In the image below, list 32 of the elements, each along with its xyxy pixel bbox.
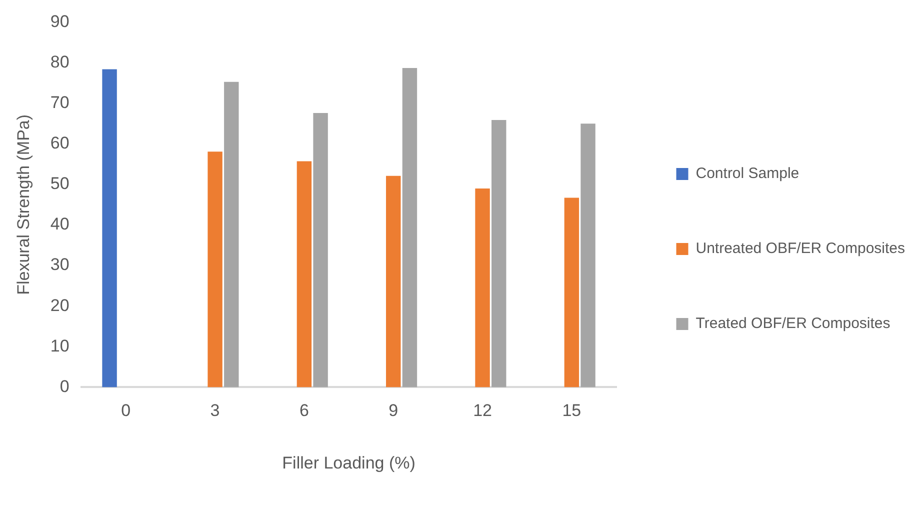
legend-label: Treated OBF/ER Composites — [696, 315, 890, 332]
bar — [296, 161, 312, 388]
bar — [102, 69, 117, 388]
bar — [402, 68, 418, 388]
x-tick-label: 9 — [388, 401, 398, 420]
bar — [224, 82, 239, 388]
y-tick-label: 60 — [50, 134, 70, 153]
bar — [313, 113, 328, 388]
bar — [564, 198, 580, 388]
y-tick-label: 50 — [50, 174, 70, 194]
y-tick-label: 70 — [50, 93, 70, 112]
legend-label: Untreated OBF/ER Composites — [696, 240, 906, 258]
x-tick-label: 12 — [473, 401, 492, 420]
x-axis-title: Filler Loading (%) — [282, 453, 416, 472]
x-tick-label: 3 — [210, 401, 220, 420]
x-tick-label: 0 — [121, 401, 131, 420]
y-tick-label: 10 — [50, 336, 70, 356]
y-tick-label: 30 — [50, 255, 70, 274]
y-tick-label: 20 — [50, 296, 70, 315]
legend-label: Control Sample — [696, 165, 800, 182]
bar — [475, 188, 490, 388]
bar — [208, 152, 222, 388]
bar — [492, 120, 506, 388]
y-tick-label: 90 — [50, 12, 70, 31]
y-tick-label: 0 — [60, 376, 70, 396]
x-tick-label: 6 — [299, 401, 309, 420]
x-tick-label: 15 — [562, 401, 582, 420]
bar — [386, 176, 401, 388]
y-tick-label: 80 — [50, 52, 70, 72]
bar — [580, 124, 596, 388]
y-tick-label: 40 — [50, 214, 70, 234]
y-axis-title: Flexural Strength (MPa) — [14, 114, 33, 295]
